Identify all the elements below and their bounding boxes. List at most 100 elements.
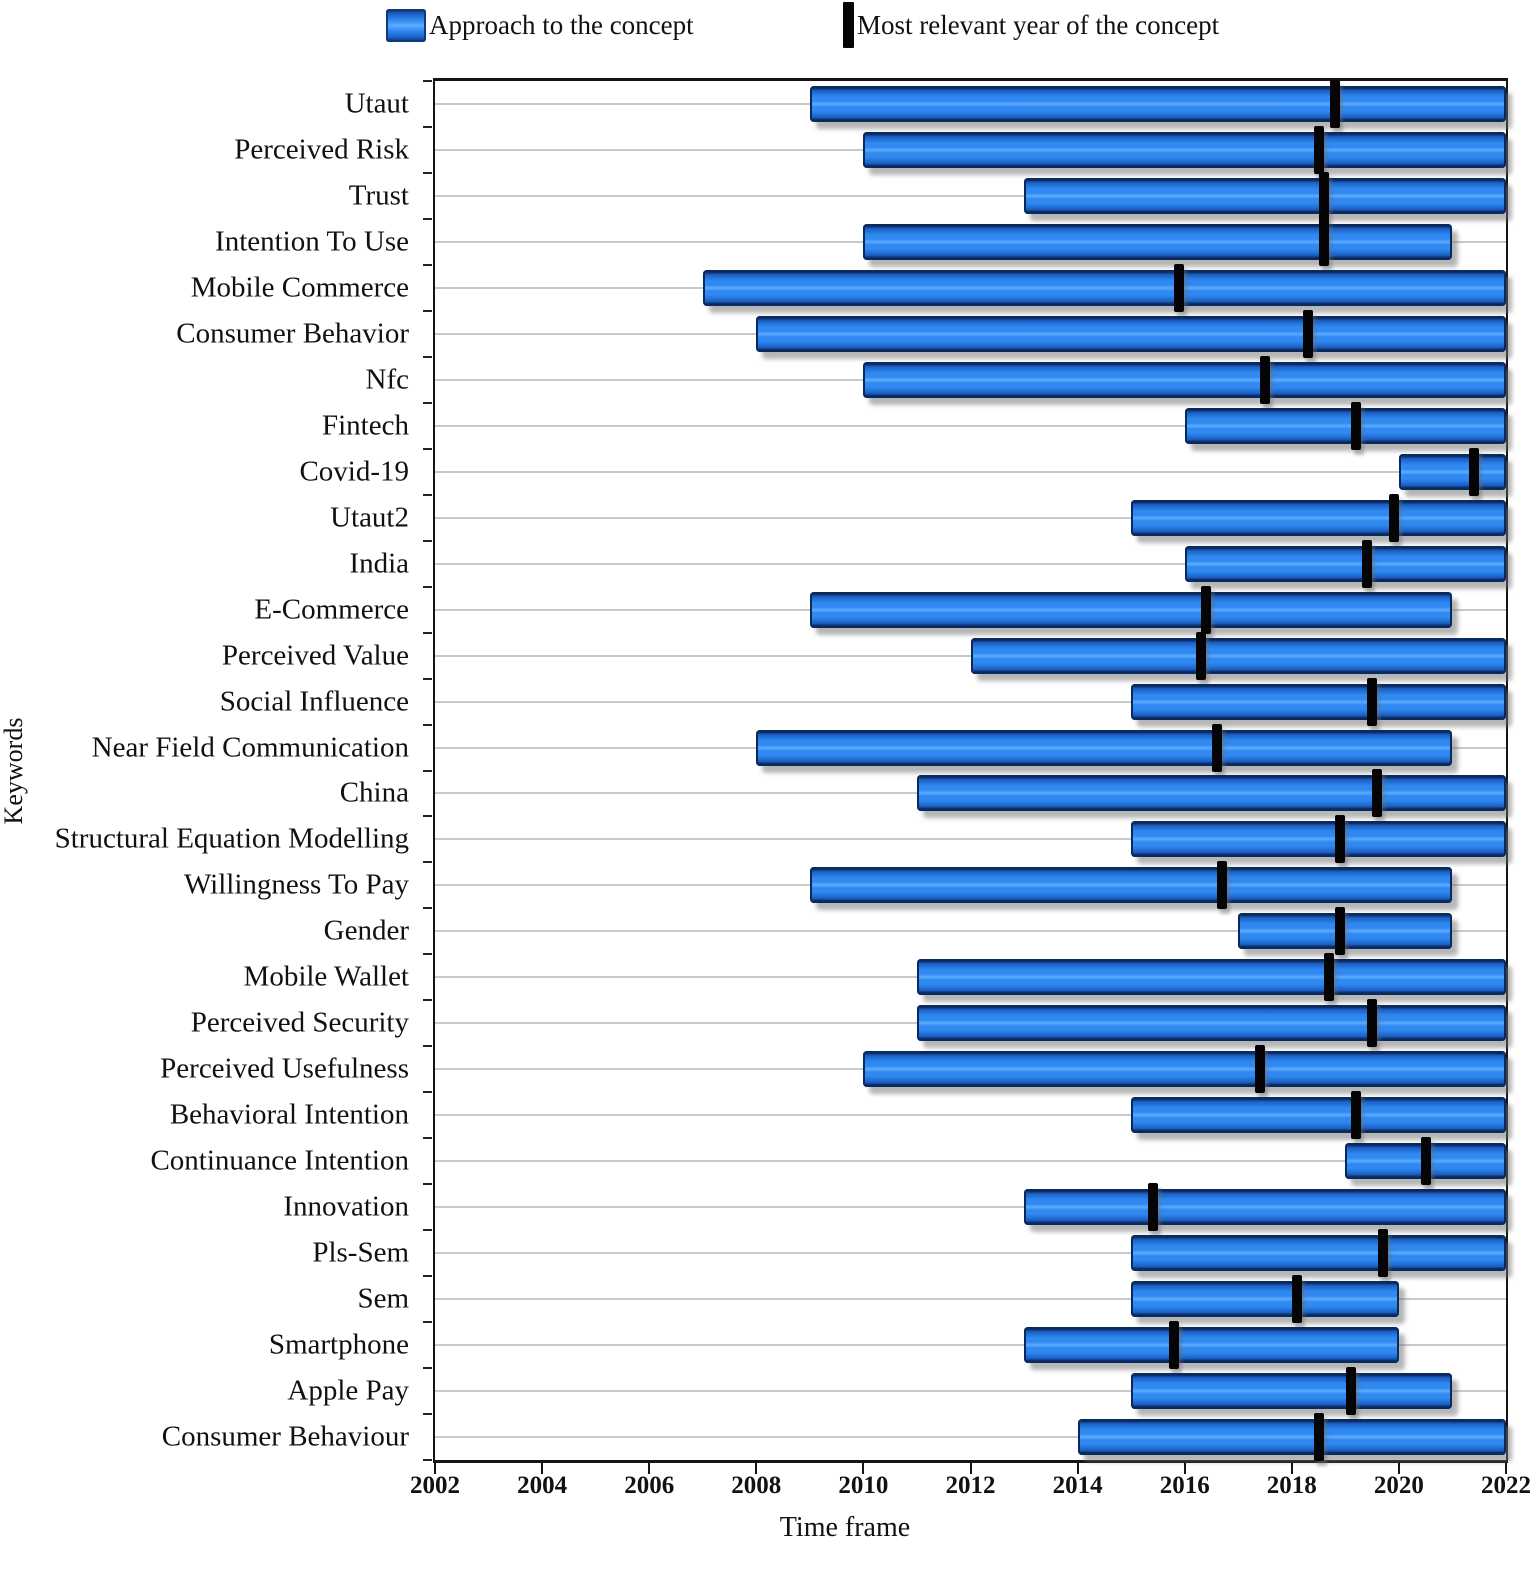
most-relevant-year-marker xyxy=(1174,263,1185,312)
y-axis-tick xyxy=(423,1459,432,1461)
row-grid-line xyxy=(435,194,1506,197)
x-axis-tick xyxy=(1505,1463,1507,1474)
keyword-label: Perceived Value xyxy=(221,639,409,672)
row-grid-line xyxy=(435,838,1506,841)
keyword-label: Fintech xyxy=(322,409,409,442)
x-tick-label: 2006 xyxy=(624,1472,675,1499)
concept-bar xyxy=(863,1051,1506,1088)
concept-bar xyxy=(756,729,1453,766)
row-grid-line xyxy=(435,470,1506,473)
y-axis-tick xyxy=(423,861,432,864)
concept-bar xyxy=(916,959,1506,996)
keyword-label: Intention To Use xyxy=(215,225,409,258)
y-axis-tick xyxy=(423,1321,432,1324)
row-grid-line xyxy=(435,1206,1506,1209)
most-relevant-year-marker xyxy=(1211,723,1222,772)
y-axis-tick xyxy=(423,585,432,588)
row-grid-line xyxy=(435,1252,1506,1255)
x-axis-tick xyxy=(969,1463,972,1474)
x-axis-tick xyxy=(1290,1463,1293,1474)
keyword-label: Covid-19 xyxy=(299,455,409,488)
concept-bar xyxy=(1024,1327,1399,1364)
keyword-label: Perceived Risk xyxy=(234,133,409,166)
y-axis-tick xyxy=(423,1183,432,1186)
y-axis-tick xyxy=(423,723,432,726)
x-axis-title: Time frame xyxy=(779,1512,911,1543)
row-grid-line xyxy=(435,1160,1506,1163)
x-tick-label: 2022 xyxy=(1481,1472,1531,1499)
most-relevant-year-marker xyxy=(1292,1275,1303,1324)
concept-bar xyxy=(809,591,1453,628)
plot-area xyxy=(423,78,1508,1474)
concept-bar xyxy=(863,361,1506,398)
most-relevant-year-marker xyxy=(1217,861,1228,910)
y-axis-tick xyxy=(423,539,432,542)
concept-bar xyxy=(1398,453,1506,490)
most-relevant-year-marker xyxy=(1361,539,1372,588)
concept-bar xyxy=(1131,683,1506,720)
most-relevant-year-marker xyxy=(1367,999,1378,1048)
most-relevant-year-marker xyxy=(1318,217,1329,266)
x-tick-label: 2008 xyxy=(731,1472,782,1499)
most-relevant-year-marker xyxy=(1313,1413,1324,1462)
x-axis-tick xyxy=(1397,1463,1400,1474)
concept-bar xyxy=(970,637,1506,674)
keyword-label: Consumer Behavior xyxy=(176,317,409,350)
row-grid-line xyxy=(435,562,1506,565)
row-grid-line xyxy=(435,1344,1506,1347)
most-relevant-year-marker xyxy=(1372,769,1383,818)
concept-bar xyxy=(809,85,1506,122)
most-relevant-year-marker xyxy=(1420,1137,1431,1186)
concept-bar xyxy=(1024,1189,1506,1226)
keyword-label: Perceived Security xyxy=(190,1006,409,1039)
most-relevant-year-marker xyxy=(1318,171,1329,220)
y-axis-tick xyxy=(423,815,432,818)
concept-bar xyxy=(1131,499,1506,536)
keyword-label: Trust xyxy=(348,179,409,212)
most-relevant-year-marker xyxy=(1201,585,1212,634)
legend: Approach to the concept Most relevant ye… xyxy=(0,0,1535,50)
x-tick-label: 2012 xyxy=(945,1472,996,1499)
concept-bar xyxy=(756,315,1506,352)
most-relevant-year-marker xyxy=(1147,1183,1158,1232)
y-axis-tick xyxy=(423,401,432,404)
keyword-label: Innovation xyxy=(283,1190,409,1223)
x-tick-label: 2014 xyxy=(1052,1472,1103,1499)
y-axis-tick xyxy=(423,1091,432,1094)
legend-approach-label: Approach to the concept xyxy=(429,9,694,40)
legend-most-relevant-year-label: Most relevant year of the concept xyxy=(857,9,1220,40)
y-axis-tick xyxy=(423,355,432,358)
y-axis-tick xyxy=(423,677,432,680)
keyword-label: Structural Equation Modelling xyxy=(54,822,409,855)
y-axis-tick xyxy=(423,1413,432,1416)
concept-bar xyxy=(1024,177,1506,214)
most-relevant-year-marker xyxy=(1254,1045,1265,1094)
y-axis-tick xyxy=(423,1137,432,1140)
concept-bar xyxy=(809,867,1453,904)
concept-bar xyxy=(1131,821,1506,858)
x-tick-label: 2002 xyxy=(410,1472,460,1499)
row-grid-line xyxy=(435,1390,1506,1393)
keyword-label: Apple Pay xyxy=(287,1374,409,1407)
keyword-label: Near Field Communication xyxy=(91,731,409,764)
y-axis-tick xyxy=(423,125,432,128)
concept-bar xyxy=(916,1005,1506,1042)
most-relevant-year-marker xyxy=(1324,953,1335,1002)
keyword-label: Willingness To Pay xyxy=(183,868,409,901)
y-axis-tick xyxy=(423,217,432,220)
y-axis-tick xyxy=(423,447,432,450)
row-grid-line xyxy=(435,1114,1506,1117)
y-axis-tick xyxy=(423,999,432,1002)
y-axis-tick xyxy=(423,631,432,634)
x-axis-tick xyxy=(862,1463,865,1474)
y-axis-tick xyxy=(423,171,432,174)
x-axis-tick-labels: 2002 2004 2006 2008 2010 2012 2014 2016 2018 2020… xyxy=(410,1472,1531,1504)
concept-bar xyxy=(1131,1373,1453,1410)
x-axis-tick xyxy=(1076,1463,1079,1474)
concept-bar xyxy=(1184,545,1506,582)
x-tick-label: 2020 xyxy=(1373,1472,1424,1499)
keyword-label: Mobile Wallet xyxy=(243,960,409,993)
most-relevant-year-marker xyxy=(1367,677,1378,726)
most-relevant-year-marker xyxy=(1168,1321,1179,1370)
